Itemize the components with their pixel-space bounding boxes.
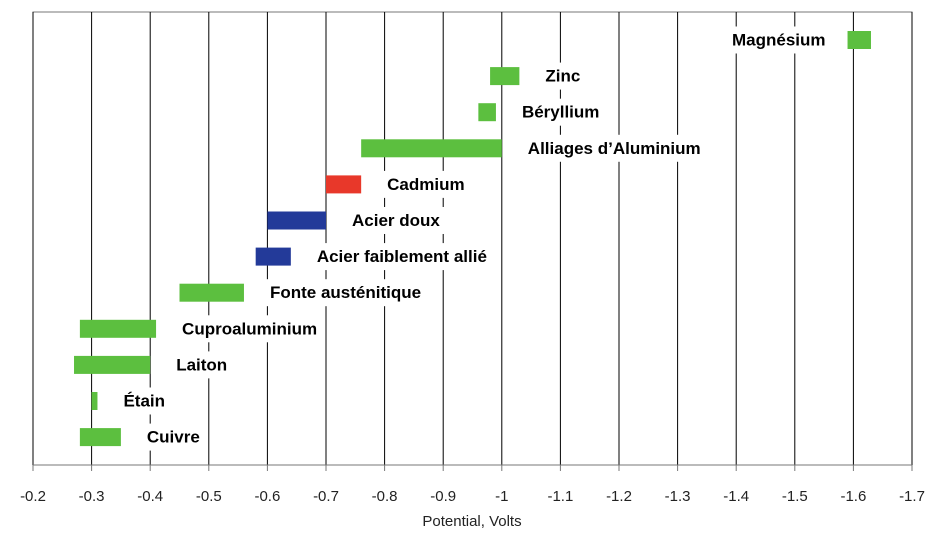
bar-label: Cuproaluminium (182, 319, 317, 338)
x-tick-label: -0.9 (430, 488, 456, 505)
label-background (138, 423, 208, 451)
bar-label: Acier doux (352, 211, 440, 230)
bar-label: Acier faiblement allié (317, 247, 487, 266)
bar-label: Zinc (545, 67, 580, 86)
label-background (519, 134, 709, 162)
x-tick-label: -1.4 (723, 488, 749, 505)
x-tick-label: -0.5 (196, 488, 222, 505)
plot-area (32, 11, 913, 466)
x-tick-label: -0.2 (20, 488, 46, 505)
bar-label: Béryllium (522, 103, 599, 122)
bar-label: Fonte austénitique (270, 283, 421, 302)
x-tick-label: -1.6 (840, 488, 866, 505)
x-tick-label: -0.3 (79, 488, 105, 505)
bar-label: Magnésium (732, 30, 826, 49)
bar (847, 31, 871, 49)
bar (179, 283, 244, 302)
bar-label: Cuivre (147, 428, 200, 447)
x-tick-label: -1.5 (782, 488, 808, 505)
bar-label: Alliages d’Aluminium (528, 139, 701, 158)
label-background (168, 351, 236, 379)
bar (326, 175, 362, 194)
x-tick-label: -1.2 (606, 488, 632, 505)
bar (74, 355, 151, 374)
x-tick-label: -1 (495, 488, 508, 505)
bar (79, 319, 157, 338)
x-tick-label: -0.8 (372, 488, 398, 505)
bar-label: Laiton (176, 355, 227, 374)
label-background (308, 243, 495, 271)
bar (490, 67, 520, 86)
x-axis-title: Potential, Volts (422, 513, 521, 530)
label-background (174, 315, 326, 343)
x-tick-label: -1.7 (899, 488, 925, 505)
label-background (261, 279, 430, 307)
label-background (115, 387, 174, 415)
x-tick-label: -1.1 (547, 488, 573, 505)
bar (91, 392, 98, 410)
label-background (537, 62, 589, 90)
x-tick-label: -0.6 (254, 488, 280, 505)
x-tick-label: -1.3 (665, 488, 691, 505)
label-background (724, 26, 834, 54)
bar (79, 428, 121, 447)
bar-label: Cadmium (387, 175, 464, 194)
bar (361, 139, 502, 158)
bar (267, 211, 326, 230)
x-tick-label: -0.7 (313, 488, 339, 505)
bar-label: Étain (123, 391, 165, 410)
bar (478, 103, 496, 122)
label-background (379, 170, 473, 198)
label-background (513, 98, 608, 126)
label-background (344, 206, 449, 234)
bar (255, 247, 291, 266)
x-tick-label: -0.4 (137, 488, 163, 505)
